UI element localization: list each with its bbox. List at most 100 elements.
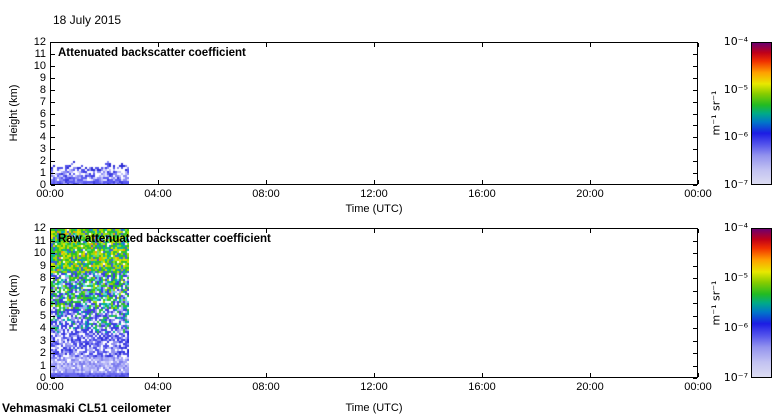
colorbar-tick-label: 10⁻⁴ (723, 35, 748, 48)
y-tick-label: 7 (39, 95, 46, 108)
y-tick-mark (693, 149, 697, 151)
y-tick-mark (51, 228, 55, 229)
x-tick-mark (482, 229, 483, 233)
x-tick-label: 00:00 (36, 188, 64, 200)
y-tick-mark (51, 53, 55, 55)
x-tick-label: 04:00 (144, 381, 172, 393)
y-tick-label: 0 (39, 179, 46, 191)
y-tick-label: 9 (39, 259, 46, 272)
y-tick-mark (51, 161, 55, 163)
colorbar-tick-label: 10⁻⁴ (723, 221, 748, 234)
colorbar-tick-label: 10⁻⁵ (723, 271, 748, 284)
y-tick-mark (693, 240, 697, 242)
y-tick-label: 4 (39, 322, 46, 334)
x-tick-label: 04:00 (144, 188, 172, 200)
colorbar-unit-label: m⁻¹ sr⁻¹ (709, 90, 723, 136)
y-tick-mark (693, 265, 697, 267)
y-tick-mark (693, 101, 697, 103)
colorbar-attenuated (751, 42, 772, 185)
axis-y-label: Height (km) (8, 274, 20, 332)
axis-x-label: Time (UTC) (345, 203, 403, 215)
heatmap-raw (51, 229, 129, 377)
y-tick-mark (51, 265, 55, 267)
panel-title: Raw attenuated backscatter coefficient (58, 233, 271, 245)
y-tick-label: 4 (39, 131, 46, 144)
colorbar-raw (751, 228, 772, 378)
y-tick-mark (51, 89, 55, 91)
y-tick-label: 10 (33, 247, 46, 259)
heatmap-attenuated (51, 43, 129, 184)
y-tick-mark (693, 290, 697, 292)
x-tick-label: 08:00 (252, 381, 280, 393)
y-tick-mark (51, 253, 55, 254)
y-tick-label: 11 (34, 234, 46, 247)
y-tick-mark (51, 149, 55, 151)
axis-x-label: Time (UTC) (345, 402, 403, 414)
x-tick-label: 00:00 (36, 381, 64, 393)
x-tick-mark (374, 43, 375, 47)
y-tick-mark (693, 353, 697, 354)
y-tick-label: 3 (39, 334, 46, 347)
x-tick-mark (50, 373, 51, 377)
y-tick-label: 9 (39, 71, 46, 84)
y-tick-mark (51, 240, 55, 242)
y-tick-mark (51, 113, 55, 115)
y-tick-label: 8 (39, 83, 46, 96)
y-tick-mark (51, 77, 55, 79)
x-tick-mark (374, 373, 375, 377)
y-tick-label: 6 (39, 297, 46, 309)
y-tick-mark (51, 173, 55, 175)
y-tick-mark (51, 278, 55, 279)
y-tick-mark (693, 53, 697, 55)
axis-y-label: Height (km) (8, 84, 20, 142)
x-tick-label: 20:00 (576, 381, 604, 393)
x-tick-mark (698, 43, 699, 47)
x-tick-mark (590, 373, 591, 377)
y-tick-mark (51, 353, 55, 354)
x-tick-label: 20:00 (576, 188, 604, 200)
y-tick-label: 10 (33, 59, 46, 72)
y-tick-mark (693, 228, 697, 229)
x-tick-mark (50, 180, 51, 184)
y-tick-mark (693, 173, 697, 175)
y-tick-mark (693, 77, 697, 79)
panel-title: Attenuated backscatter coefficient (58, 47, 246, 59)
x-tick-mark (698, 373, 699, 377)
y-tick-mark (51, 42, 55, 43)
y-tick-mark (51, 365, 55, 367)
y-tick-label: 5 (39, 119, 46, 132)
y-tick-label: 6 (39, 107, 46, 120)
y-tick-label: 1 (39, 167, 46, 180)
y-tick-mark (693, 303, 697, 304)
y-tick-mark (51, 378, 55, 379)
colorbar-unit-label: m⁻¹ sr⁻¹ (709, 280, 723, 326)
x-tick-label: 00:00 (684, 188, 712, 200)
y-tick-mark (51, 125, 55, 127)
y-tick-label: 7 (39, 284, 46, 297)
y-tick-mark (693, 365, 697, 367)
y-tick-mark (51, 328, 55, 329)
y-tick-mark (51, 290, 55, 292)
y-tick-mark (693, 42, 697, 43)
y-tick-mark (693, 378, 697, 379)
x-tick-mark (266, 180, 267, 184)
y-tick-label: 12 (33, 36, 46, 48)
y-tick-mark (693, 253, 697, 254)
x-tick-mark (590, 229, 591, 233)
x-tick-label: 12:00 (360, 188, 388, 200)
y-tick-label: 3 (39, 143, 46, 156)
x-tick-mark (158, 373, 159, 377)
y-tick-mark (51, 315, 55, 317)
y-tick-mark (693, 278, 697, 279)
x-tick-label: 08:00 (252, 188, 280, 200)
y-tick-label: 2 (39, 155, 46, 168)
x-tick-mark (374, 229, 375, 233)
y-tick-mark (693, 65, 697, 67)
x-tick-mark (158, 229, 159, 233)
colorbar-tick-label: 10⁻⁷ (723, 371, 748, 384)
colorbar-tick-label: 10⁻⁵ (723, 82, 748, 96)
y-tick-label: 11 (34, 47, 46, 60)
x-tick-mark (698, 229, 699, 233)
colorbar-tick-label: 10⁻⁶ (723, 130, 748, 144)
